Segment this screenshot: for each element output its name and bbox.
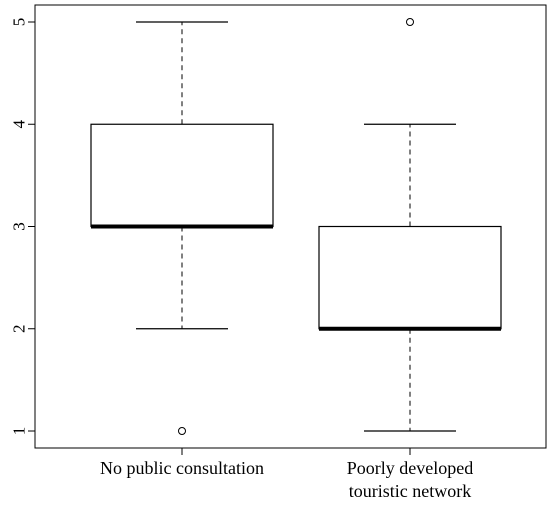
box-iqr	[318, 225, 502, 330]
outlier-point	[406, 18, 414, 26]
y-tick-label: 2	[10, 325, 29, 334]
x-category-label: touristic network	[349, 481, 471, 501]
x-category-label: Poorly developed	[347, 458, 473, 478]
y-tick-label: 3	[10, 222, 29, 231]
y-tick-label: 5	[10, 18, 29, 27]
x-category-label: No public consultation	[100, 458, 264, 478]
y-tick-label: 4	[10, 120, 29, 129]
y-tick-label: 1	[10, 427, 29, 436]
box-iqr	[90, 123, 274, 228]
outlier-point	[178, 427, 186, 435]
